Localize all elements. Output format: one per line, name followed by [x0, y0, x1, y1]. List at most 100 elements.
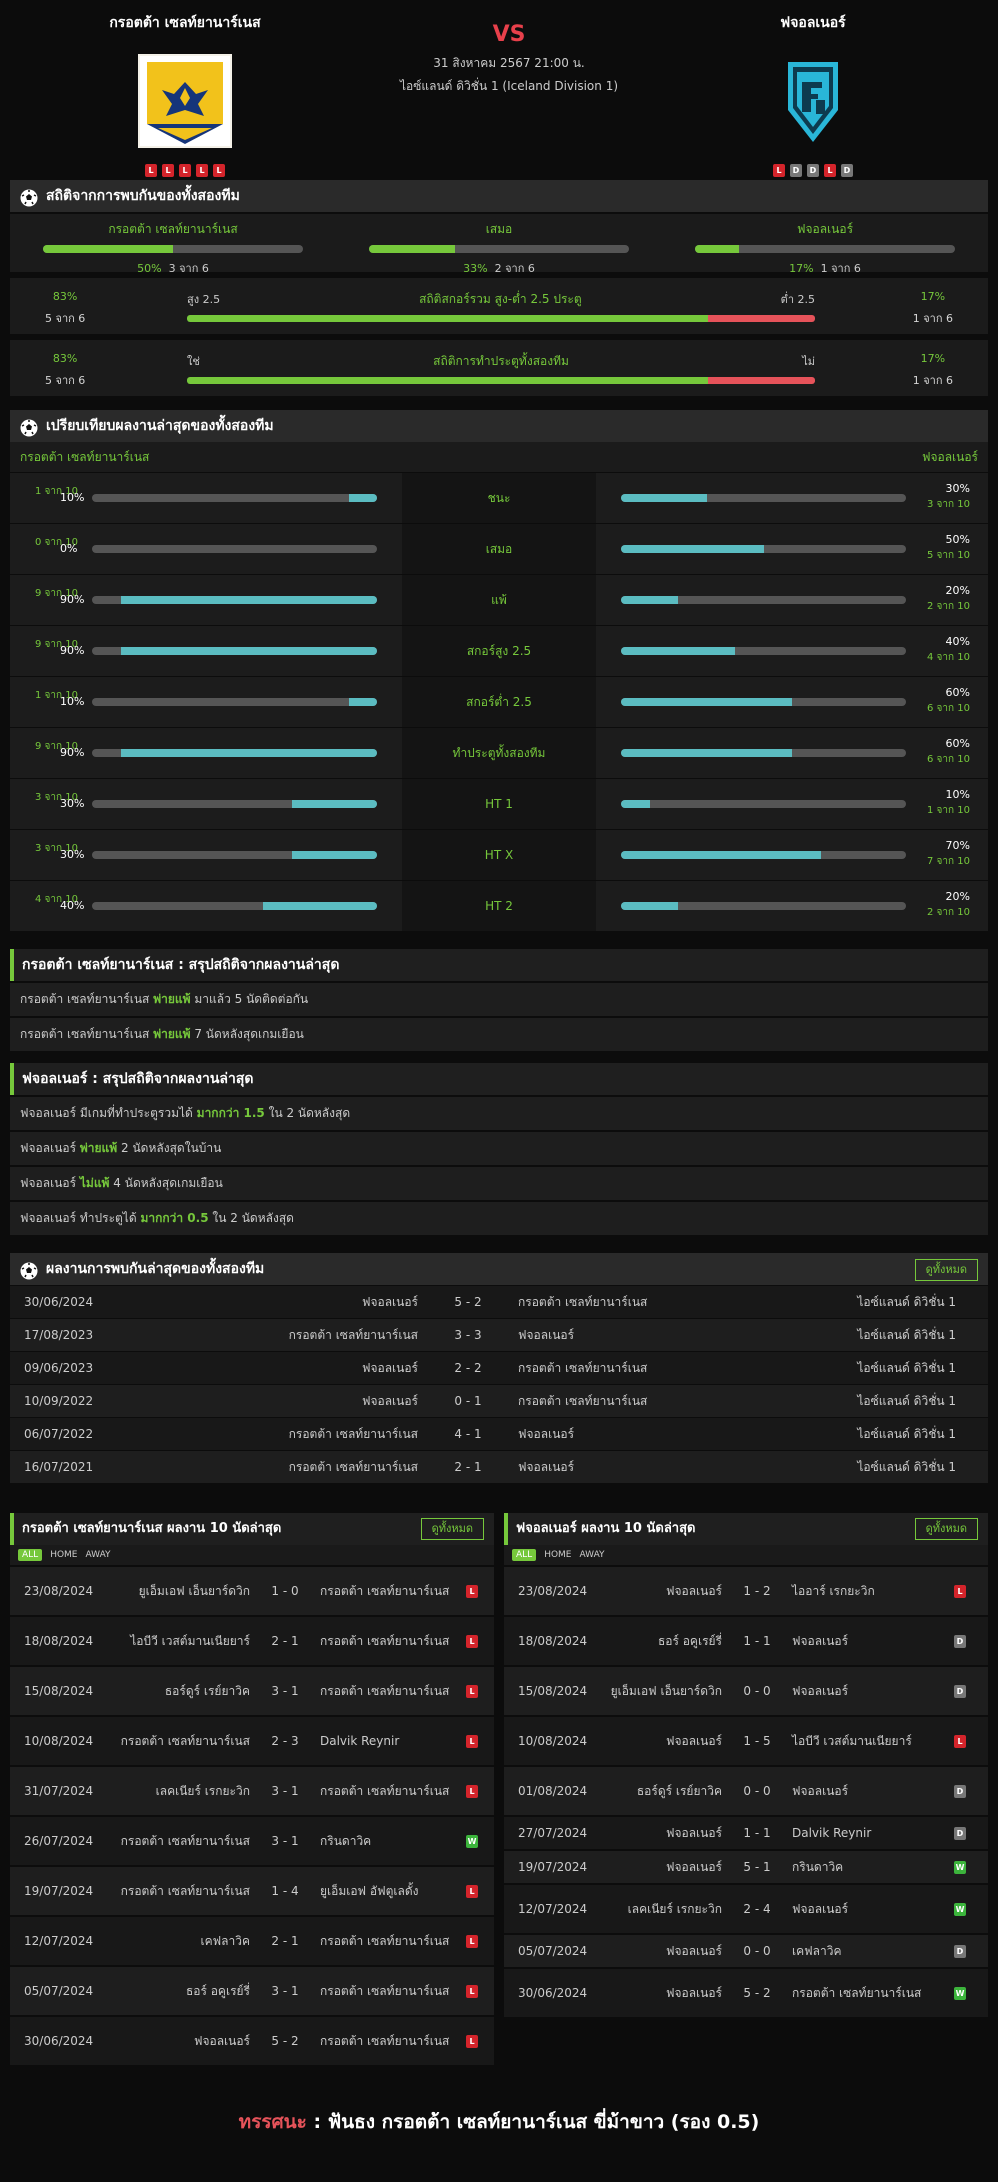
away-stat: 20% 2 จาก 10 [927, 890, 970, 920]
form-badge: L [773, 164, 785, 177]
match-row[interactable]: 05/07/2024 ธอร์ อคูเรย์รี่ 3 - 1 กรอตต้า เซ… [10, 1967, 494, 2015]
compare-home-side: 0% 0 จาก 10 [10, 524, 402, 574]
match-row[interactable]: 27/07/2024 ฟจอลเนอร์ 1 - 1 Dalvik Reynir D [504, 1817, 988, 1849]
away-stat: 70% 7 จาก 10 [927, 839, 970, 869]
tab-all[interactable]: ALL [18, 1549, 43, 1561]
match-row[interactable]: 19/07/2024 กรอตต้า เซลท์ยานาร์เนส 1 - 4 ยูเ… [10, 1867, 494, 1915]
away-stat: 50% 5 จาก 10 [927, 533, 970, 563]
result: L [450, 1984, 494, 1998]
home-team: ฟจอลเนอร์ [665, 1825, 722, 1840]
result: W [932, 1986, 988, 2000]
table-row[interactable]: 17/08/2023 กรอตต้า เซลท์ยานาร์เนส 3 - 3 ฟจอ… [10, 1319, 988, 1351]
home-bar [92, 800, 377, 808]
compare-row: 10% 1 จาก 10 ชนะ 30% 3 จาก 10 [10, 473, 988, 523]
league: ไอซ์แลนด์ ดิวิชั่น 1 [857, 1459, 956, 1474]
tab-all[interactable]: ALL [512, 1549, 537, 1561]
away-team: กรอตต้า เซลท์ยานาร์เนส [320, 1783, 450, 1798]
result: L [450, 1884, 494, 1898]
home-stat: 30% 3 จาก 10 [35, 839, 84, 861]
result-badge: D [954, 1944, 966, 1958]
h2h-over-under: 83% 5 จาก 6 สูง 2.5 สถิติสกอร์รวม สูง-ต่ำ … [10, 278, 988, 334]
home-stat: 90% 9 จาก 10 [35, 737, 84, 759]
summary-text: ใน 2 นัดหลังสุด [212, 1211, 294, 1225]
away-bar [621, 800, 906, 808]
result: L [450, 1684, 494, 1698]
away-team: Dalvik Reynir [792, 1825, 872, 1840]
section-title-text: สถิติจากการพบกันของทั้งสองทีม [46, 188, 240, 204]
home-team: ธอร์ อคูเรย์รี่ [185, 1983, 250, 1998]
compare-away-side: 20% 2 จาก 10 [596, 575, 988, 625]
table-row[interactable]: 16/07/2021 กรอตต้า เซลท์ยานาร์เนส 2 - 1 ฟจอ… [10, 1451, 988, 1483]
result-badge: L [466, 1884, 478, 1898]
match-row[interactable]: 15/08/2024 ธอร์ดูร์ เรย์ยาวิค 3 - 1 กรอตต้า… [10, 1667, 494, 1715]
view-all-button[interactable]: ดูทั้งหมด [914, 1518, 978, 1540]
away-bar-fill [621, 494, 707, 502]
h2h-results-title: ผลงานการพบกันล่าสุดของทั้งสองทีม ดูทั้งห… [10, 1253, 988, 1285]
table-row[interactable]: 10/09/2022 ฟจอลเนอร์ 0 - 1 กรอตต้า เซลท์ยาน… [10, 1385, 988, 1417]
home-last10-rows: 23/08/2024 ยูเอ็มเอฟ เอ็นยาร์ดวิก 1 - 0 กรอ… [10, 1567, 494, 2065]
match-row[interactable]: 10/08/2024 ฟจอลเนอร์ 1 - 5 ไอบีวี เวสต์มานเ… [504, 1717, 988, 1765]
count: 5 จาก 6 [45, 374, 86, 387]
league: ไอซ์แลนด์ ดิวิชั่น 1 [857, 1426, 956, 1441]
match-row[interactable]: 10/08/2024 กรอตต้า เซลท์ยานาร์เนส 2 - 3 Dal… [10, 1717, 494, 1765]
home-last10-title: กรอตต้า เซลท์ยานาร์เนส ผลงาน 10 นัดล่าสุ… [10, 1513, 494, 1545]
count: 2 จาก 6 [494, 262, 535, 275]
match-date: 23/08/2024 [518, 1584, 588, 1598]
home-pct: 90% [60, 746, 85, 759]
match-row[interactable]: 12/07/2024 เลคเนียร์ เรกยะวิก 2 - 4 ฟจอลเนอ… [504, 1885, 988, 1933]
summary-row: ฟจอลเนอร์ ทำประตูได้ มากกว่า 0.5 ใน 2 นั… [10, 1202, 988, 1235]
table-row[interactable]: 09/06/2023 ฟจอลเนอร์ 2 - 2 กรอตต้า เซลท์ยาน… [10, 1352, 988, 1384]
section-title-text: ผลงานการพบกันล่าสุดของทั้งสองทีม [46, 1261, 265, 1277]
match-row[interactable]: 05/07/2024 ฟจอลเนอร์ 0 - 0 เคฟลาวิค D [504, 1935, 988, 1967]
score: 3 - 1 [271, 1834, 299, 1848]
away-bar [621, 545, 906, 553]
ou-bar [187, 315, 815, 322]
home-team: ฟจอลเนอร์ [361, 1294, 418, 1309]
match-row[interactable]: 23/08/2024 ฟจอลเนอร์ 1 - 2 ไออาร์ เรกยะวิก L [504, 1567, 988, 1615]
home-count: 3 จาก 10 [35, 843, 78, 854]
tab-away[interactable]: AWAY [579, 1550, 605, 1560]
table-row[interactable]: 30/06/2024 ฟจอลเนอร์ 5 - 2 กรอตต้า เซลท์ยาน… [10, 1286, 988, 1318]
match-row[interactable]: 31/07/2024 เลคเนียร์ เรกยะวิก 3 - 1 กรอตต้า… [10, 1767, 494, 1815]
result-badge: L [954, 1584, 966, 1598]
compare-home-side: 40% 4 จาก 10 [10, 881, 402, 931]
h2h-draw-sub: 33% 2 จาก 6 [369, 259, 629, 277]
home-bar [92, 698, 377, 706]
home-bar-fill [348, 698, 377, 706]
section-title-text: เปรียบเทียบผลงานล่าสุดของทั้งสองทีม [46, 418, 274, 434]
home-summary-rows: กรอตต้า เซลท์ยานาร์เนส พ่ายแพ้ มาแล้ว 5 … [10, 983, 988, 1051]
league: ไอซ์แลนด์ ดิวิชั่น 1 [857, 1327, 956, 1342]
match-row[interactable]: 30/06/2024 ฟจอลเนอร์ 5 - 2 กรอตต้า เซลท์ยาน… [504, 1969, 988, 2017]
tab-home[interactable]: HOME [50, 1550, 78, 1560]
summary-text: ฟจอลเนอร์ มีเกมที่ทำประตูรวมได้ [20, 1106, 193, 1120]
match-row[interactable]: 18/08/2024 ธอร์ อคูเรย์รี่ 1 - 1 ฟจอลเนอร์ D [504, 1617, 988, 1665]
match-row[interactable]: 18/08/2024 ไอบีวี เวสต์มานเนียยาร์ 2 - 1 กร… [10, 1617, 494, 1665]
view-all-button[interactable]: ดูทั้งหมด [420, 1518, 484, 1540]
match-row[interactable]: 19/07/2024 ฟจอลเนอร์ 5 - 1 กรินดาวิค W [504, 1851, 988, 1883]
match-date: 30/06/2024 [24, 1295, 94, 1309]
match-row[interactable]: 15/08/2024 ยูเอ็มเอฟ เอ็นยาร์ดวิก 0 - 0 ฟจอ… [504, 1667, 988, 1715]
tab-away[interactable]: AWAY [85, 1550, 111, 1560]
home-bar [92, 647, 377, 655]
home-count: 1 จาก 10 [35, 486, 78, 497]
home-bar [92, 749, 377, 757]
summary-text: กรอตต้า เซลท์ยานาร์เนส [20, 992, 150, 1006]
view-all-button[interactable]: ดูทั้งหมด [914, 1259, 978, 1281]
match-row[interactable]: 26/07/2024 กรอตต้า เซลท์ยานาร์เนส 3 - 1 กริ… [10, 1817, 494, 1865]
h2h-away-sub: 17% 1 จาก 6 [695, 259, 955, 277]
match-row[interactable]: 01/08/2024 ธอร์ดูร์ เรย์ยาวิค 0 - 0 ฟจอลเนอ… [504, 1767, 988, 1815]
compare-label: HT X [402, 830, 596, 880]
away-pct: 40% [945, 635, 970, 648]
away-last10-rows: 23/08/2024 ฟจอลเนอร์ 1 - 2 ไออาร์ เรกยะวิก L… [504, 1567, 988, 2017]
score: 0 - 0 [743, 1684, 771, 1698]
match-row[interactable]: 12/07/2024 เคฟลาวิค 2 - 1 กรอตต้า เซลท์ยานา… [10, 1917, 494, 1965]
match-row[interactable]: 30/06/2024 ฟจอลเนอร์ 5 - 2 กรอตต้า เซลท์ยาน… [10, 2017, 494, 2065]
tab-home[interactable]: HOME [544, 1550, 572, 1560]
match-row[interactable]: 23/08/2024 ยูเอ็มเอฟ เอ็นยาร์ดวิก 1 - 0 กรอ… [10, 1567, 494, 1615]
verdict-sep: : [313, 2111, 322, 2133]
away-count: 6 จาก 10 [927, 754, 970, 765]
away-pct: 10% [945, 788, 970, 801]
form-badge: D [841, 164, 853, 177]
table-row[interactable]: 06/07/2022 กรอตต้า เซลท์ยานาร์เนส 4 - 1 ฟจอ… [10, 1418, 988, 1450]
away-team: Dalvik Reynir [320, 1733, 400, 1748]
